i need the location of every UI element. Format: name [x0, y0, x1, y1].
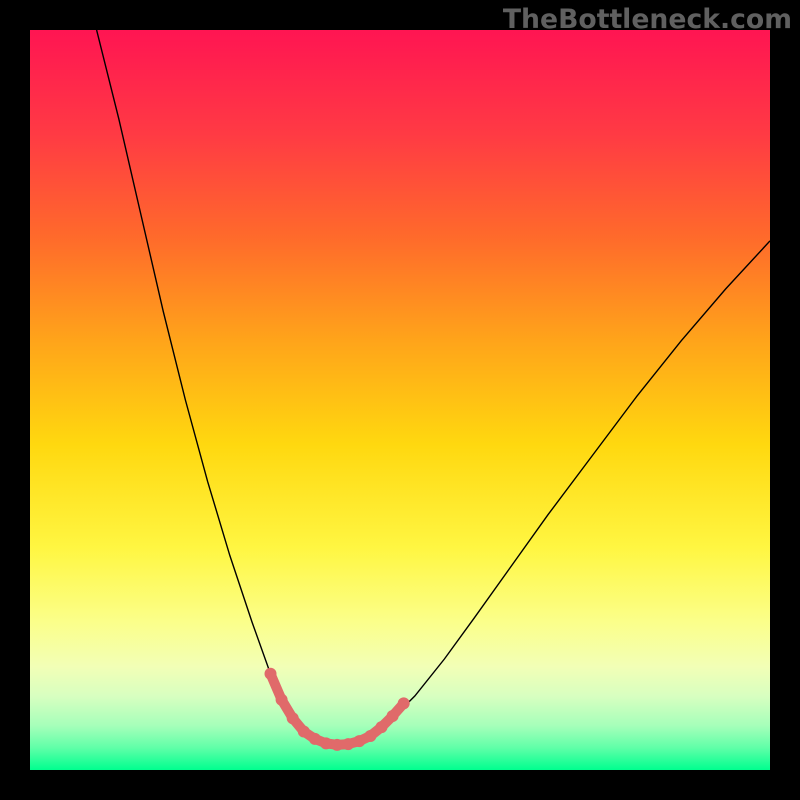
highlight-marker — [309, 733, 321, 745]
watermark-text: TheBottleneck.com — [503, 4, 792, 35]
highlight-segment — [271, 674, 404, 745]
highlight-marker — [342, 738, 354, 750]
highlight-marker — [320, 737, 332, 749]
gradient-background — [30, 30, 770, 770]
highlight-marker — [353, 735, 365, 747]
highlight-marker — [331, 739, 343, 751]
bottleneck-curve — [97, 30, 770, 745]
highlight-marker — [387, 710, 399, 722]
highlight-marker — [376, 721, 388, 733]
highlight-marker — [276, 694, 288, 706]
highlight-marker — [298, 726, 310, 738]
highlight-marker — [364, 730, 376, 742]
highlight-marker — [398, 697, 410, 709]
highlight-marker — [265, 668, 277, 680]
chart-svg — [30, 30, 770, 770]
highlight-marker — [287, 712, 299, 724]
bottleneck-chart — [30, 30, 770, 770]
